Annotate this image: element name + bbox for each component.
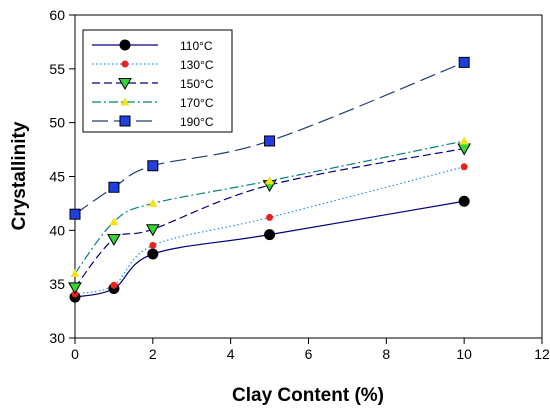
axis-tick-labels: 0 2 4 6 8 10 12 30 35 40 45 50 55 60 [49,7,550,362]
x-axis-title: Clay Content (%) [232,385,384,406]
y-tick-label: 40 [49,222,65,238]
data-point [147,160,159,172]
y-tick-label: 60 [49,7,65,23]
x-tick-label: 4 [227,346,235,362]
x-tick-label: 10 [456,346,472,362]
y-tick-label: 55 [49,61,65,77]
legend-label: 190°C [180,115,214,129]
data-point [147,248,159,260]
y-tick-label: 35 [49,276,65,292]
x-tick-label: 12 [534,346,550,362]
data-point [266,213,274,221]
legend: 110°C 130°C 150°C 170°C 190°C [82,29,233,133]
legend-marker [119,115,131,127]
data-point [264,135,276,147]
data-point [69,208,81,220]
y-tick-label: 45 [49,169,65,185]
legend-marker [118,78,132,91]
series-line [74,140,465,274]
y-tick-label: 30 [49,330,65,346]
data-point [458,195,470,207]
legend-label: 150°C [180,77,214,91]
legend-label: 170°C [180,96,214,110]
x-tick-label: 0 [71,346,79,362]
legend-label: 110°C [180,39,213,53]
data-point [148,198,158,207]
data-point [264,229,276,241]
data-point [107,233,121,246]
data-point [460,163,468,171]
data-point [145,224,160,237]
legend-marker [120,97,130,106]
data-point [459,136,469,145]
data-point [70,268,80,277]
data-point [110,281,118,289]
data-point [149,241,157,249]
data-point [109,217,119,226]
data-point [265,176,275,185]
x-tick-label: 2 [149,346,157,362]
x-tick-label: 6 [305,346,313,362]
data-point [108,181,120,193]
y-tick-label: 50 [49,115,65,131]
legend-marker [119,39,131,51]
series-markers [68,56,472,303]
legend-marker [121,60,129,68]
x-tick-label: 8 [382,346,390,362]
data-point [458,56,470,68]
legend-label: 130°C [180,58,214,72]
y-axis-title: Crystallinity [9,121,30,230]
data-point [68,282,82,295]
legend-box [82,29,233,133]
